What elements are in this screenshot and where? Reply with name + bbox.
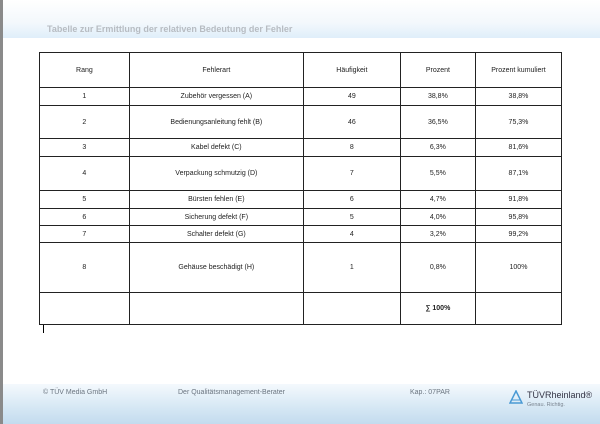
table-cell: 95,8% — [474, 208, 563, 226]
table-cell — [39, 292, 130, 325]
table-cell: 4 — [39, 156, 130, 191]
table-cell: Verpackung schmutzig (D) — [128, 156, 304, 191]
table-cell: 49 — [302, 87, 401, 106]
table-cell — [474, 292, 563, 325]
table-cell: Häufigkeit — [302, 52, 401, 88]
text-cursor — [43, 325, 44, 333]
table-cell: Kabel defekt (C) — [128, 138, 304, 157]
table-row: 6 Sicherung defekt (F) 5 4,0% 95,8% — [39, 208, 563, 226]
table-cell: 99,2% — [474, 225, 563, 243]
table-cell: Zubehör vergessen (A) — [128, 87, 304, 106]
table-cell: 46 — [302, 105, 401, 139]
table-cell: 4,0% — [399, 208, 476, 226]
table-cell: Prozent — [399, 52, 476, 88]
table-row: 4 Verpackung schmutzig (D) 7 5,5% 87,1% — [39, 156, 563, 191]
logo-tagline: Genau. Richtig. — [527, 402, 565, 408]
table-cell: 0,8% — [399, 242, 476, 293]
table-cell: 38,8% — [399, 87, 476, 106]
table-cell: 5,5% — [399, 156, 476, 191]
table-row: 3 Kabel defekt (C) 8 6,3% 81,6% — [39, 138, 563, 157]
page-header: Tabelle zur Ermittlung der relativen Bed… — [3, 0, 600, 38]
table-cell: Rang — [39, 52, 130, 88]
table-cell: Gehäuse beschädigt (H) — [128, 242, 304, 293]
chapter-label: Kap.: 07PAR — [410, 389, 450, 396]
table-row: 1 Zubehör vergessen (A) 49 38,8% 38,8% — [39, 87, 563, 106]
table-cell: 7 — [39, 225, 130, 243]
table-cell: 3,2% — [399, 225, 476, 243]
page-footer: © TÜV Media GmbH Der Qualitätsmanagement… — [3, 384, 600, 424]
table-cell: 91,8% — [474, 190, 563, 209]
table-cell: Prozent kumuliert — [474, 52, 563, 88]
left-border — [0, 0, 3, 424]
table-cell: 4 — [302, 225, 401, 243]
table-row: 5 Bürsten fehlen (E) 6 4,7% 91,8% — [39, 190, 563, 209]
table-cell: Schalter defekt (G) — [128, 225, 304, 243]
triangle-logo-icon — [508, 389, 524, 404]
copyright: © TÜV Media GmbH — [43, 389, 108, 396]
table-row: 8 Gehäuse beschädigt (H) 1 0,8% 100% — [39, 242, 563, 293]
logo-brand: TÜVRheinland® — [527, 390, 593, 400]
page-title: Tabelle zur Ermittlung der relativen Bed… — [47, 24, 293, 34]
table-cell: 36,5% — [399, 105, 476, 139]
table-cell: 6 — [302, 190, 401, 209]
table-row: 7 Schalter defekt (G) 4 3,2% 99,2% — [39, 225, 563, 243]
table-cell: 3 — [39, 138, 130, 157]
table-cell: 8 — [39, 242, 130, 293]
table-cell: 5 — [302, 208, 401, 226]
table-cell: Fehlerart — [128, 52, 304, 88]
table-cell: 100% — [474, 242, 563, 293]
table-cell: 81,6% — [474, 138, 563, 157]
table-cell: 5 — [39, 190, 130, 209]
table-cell: ∑ 100% — [399, 292, 476, 325]
table-cell: 6 — [39, 208, 130, 226]
table-cell: 4,7% — [399, 190, 476, 209]
table-cell: Bürsten fehlen (E) — [128, 190, 304, 209]
publication-name: Der Qualitätsmanagement-Berater — [178, 389, 285, 396]
table-cell: Sicherung defekt (F) — [128, 208, 304, 226]
table-cell: 87,1% — [474, 156, 563, 191]
table-cell: 1 — [39, 87, 130, 106]
table-sum-row: ∑ 100% — [39, 292, 563, 325]
table-cell: 1 — [302, 242, 401, 293]
tuv-logo: TÜVRheinland® Genau. Richtig. — [508, 389, 592, 408]
table-cell — [128, 292, 304, 325]
table-cell: 8 — [302, 138, 401, 157]
table-cell: 75,3% — [474, 105, 563, 139]
table-header-row: Rang Fehlerart Häufigkeit Prozent Prozent ku… — [39, 52, 563, 88]
table-row: 2 Bedienungsanleitung fehlt (B) 46 36,5% 75,… — [39, 105, 563, 139]
error-table: Rang Fehlerart Häufigkeit Prozent Prozent ku… — [39, 52, 563, 325]
table-cell — [302, 292, 401, 325]
table-cell: 7 — [302, 156, 401, 191]
table-cell: Bedienungsanleitung fehlt (B) — [128, 105, 304, 139]
table-cell: 2 — [39, 105, 130, 139]
table-cell: 6,3% — [399, 138, 476, 157]
table-cell: 38,8% — [474, 87, 563, 106]
